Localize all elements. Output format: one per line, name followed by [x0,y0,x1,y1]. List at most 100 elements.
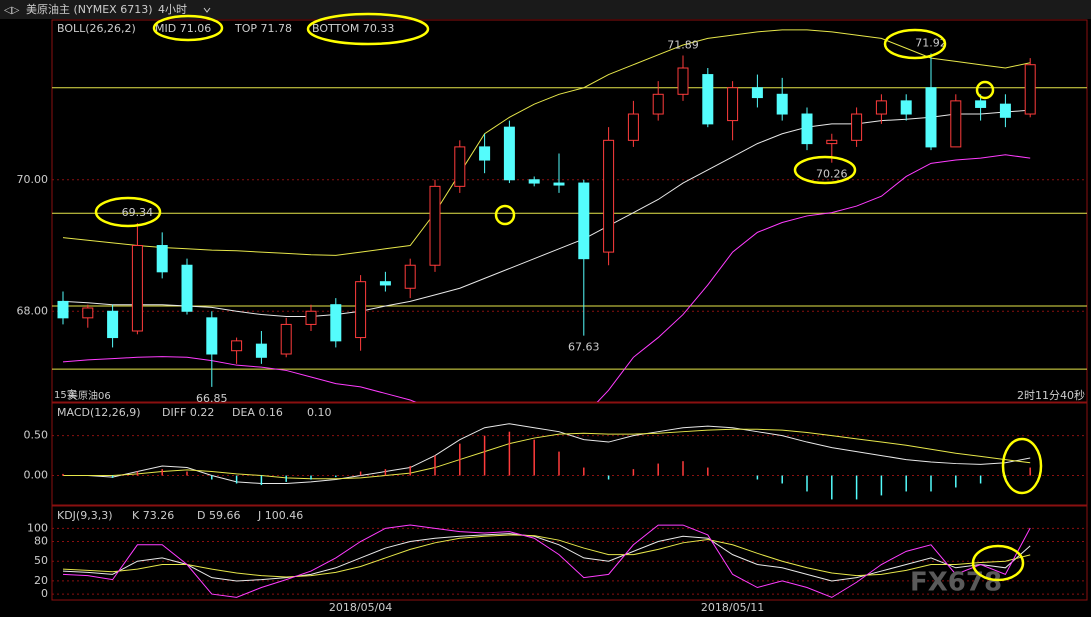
legend-entry: J 100.46 [257,509,303,522]
candle-body [528,179,540,184]
candle-body [826,139,838,145]
watermark: FX678 [910,568,1002,598]
candle-body [231,340,243,352]
main-panel [51,19,1088,403]
candle-body [751,87,763,99]
toolbar [0,0,1091,19]
highlight [975,80,995,100]
candle-body [305,310,317,325]
y-tick-label: 68.00 [17,304,49,317]
price-annotation: 69.34 [122,206,154,219]
candle-body [900,100,912,115]
clock: 2时11分40秒 [1017,388,1085,402]
candle-body [999,103,1011,118]
highlight [883,28,947,60]
y-tick-label: 70.00 [17,173,49,186]
candle-body [330,304,342,342]
candle-body [82,307,94,319]
plot-area [62,524,1031,598]
legend-entry: K 73.26 [132,509,174,522]
candle-body [156,245,168,273]
legend-title: BOLL(26,26,2) [57,22,136,35]
legend-entry: 0.10 [307,406,332,419]
candle-body [479,146,491,161]
legend-entry: DEA 0.16 [232,406,283,419]
candle-body [603,139,615,253]
candle-body [1024,64,1036,115]
series-line [62,109,1031,318]
candle-body [950,100,962,148]
legend-entry: D 59.66 [197,509,240,522]
series-line [63,428,1031,480]
highlight [494,204,516,226]
candle-body [57,300,69,319]
candle-body [181,264,193,312]
candle-body [429,185,441,266]
highlight [971,544,1025,582]
highlight [793,155,857,185]
highlight [1001,437,1043,495]
candle-body [578,182,590,260]
series-line [62,533,1031,582]
chevron [203,7,211,13]
candle-body [925,87,937,148]
kdj-panel [51,505,1088,601]
candle-body [801,113,813,145]
price-annotation: 66.85 [196,392,228,405]
candle-body [454,146,466,187]
price-annotation: 70.26 [816,168,848,181]
contract: 美原油06 [68,389,111,402]
legend-entry: BOTTOM 70.33 [312,22,394,35]
x-tick-label: 2018/05/04 [329,601,392,614]
macd-panel [51,402,1088,506]
candle-body [280,323,292,355]
candle-body [553,182,565,186]
y-tick-label: 0.00 [24,469,49,482]
candle-body [875,100,887,115]
candle-body [355,281,367,339]
mode: 15实 [54,388,77,401]
symbol: 美原油主 (NYMEX 6713) [26,2,153,16]
candle-body [379,281,391,286]
candle-body [851,113,863,141]
candle-body [627,113,639,141]
highlight [152,14,224,42]
candle-body [677,67,689,95]
series-line [62,29,1031,256]
legend-entry: MID 71.06 [155,22,211,35]
y-tick-label: 20 [34,574,48,587]
highlight [94,196,162,228]
candle-body [727,87,739,122]
y-tick-label: 80 [34,534,48,547]
candle-body [503,126,515,181]
legend-entry: DIFF 0.22 [162,406,214,419]
candle-body [975,100,987,108]
series-line [62,534,1031,578]
price-annotation: 67.63 [568,341,600,354]
price-annotation: 71.89 [667,39,699,52]
series-line [62,154,1031,402]
candle-body [776,93,788,115]
candle-body [702,74,714,125]
plot-area [52,29,1087,402]
user-marks [94,12,1043,582]
series-line [63,423,1031,484]
candle-body [131,245,143,332]
legend-entry: TOP 71.78 [234,22,292,35]
candle-body [255,343,267,358]
nav-icons[interactable]: ◁▷ [4,5,20,16]
y-tick-label: 100 [27,521,48,534]
price-annotation: 71.92 [915,37,947,50]
y-tick-label: 0.50 [24,429,49,442]
candle-body [206,317,218,355]
legend-title: KDJ(9,3,3) [57,509,113,522]
candle-body [652,93,664,115]
y-tick-label: 0 [41,587,48,600]
plot-area [62,423,1031,500]
candle-body [404,264,416,289]
period[interactable]: 4小时 [158,3,187,16]
candle-body [107,310,119,339]
series-line [62,524,1031,598]
